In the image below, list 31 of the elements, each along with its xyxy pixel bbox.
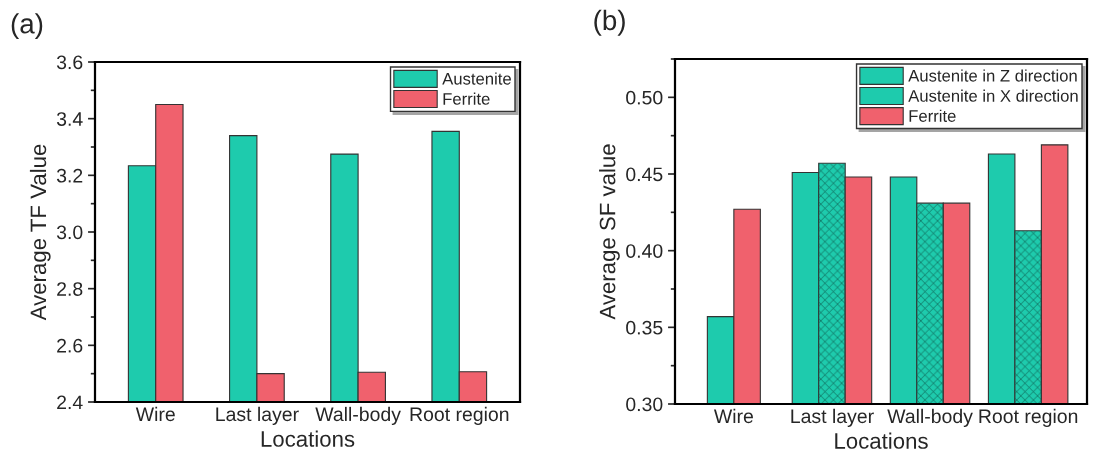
chart-title: (a) bbox=[11, 13, 43, 40]
y-tick-label: 3.4 bbox=[56, 112, 83, 126]
x-tick-label: Wall-body bbox=[315, 406, 401, 425]
legend-label: Austenite in Z direction bbox=[908, 69, 1077, 82]
y-tick-label: 2.6 bbox=[57, 338, 83, 353]
y-tick-label: 3.2 bbox=[56, 168, 83, 183]
y-tick-label: 0.50 bbox=[626, 90, 663, 105]
x-axis-title: Locations bbox=[835, 432, 928, 449]
x-tick-label: Wire bbox=[713, 408, 753, 424]
legend-label: Austenite in X direction bbox=[908, 89, 1078, 102]
y-tick-label: 0.40 bbox=[626, 244, 663, 258]
x-tick-label: Wall-body bbox=[887, 408, 973, 427]
y-tick-label: 3.6 bbox=[56, 55, 83, 70]
legend-label: Ferrite bbox=[909, 109, 956, 122]
x-axis-title: Locations bbox=[261, 430, 355, 447]
x-tick-label: Last layer bbox=[791, 408, 874, 427]
x-tick-label: Root region bbox=[979, 408, 1078, 427]
x-tick-label: Wire bbox=[135, 406, 175, 422]
legend-label: Austenite bbox=[442, 72, 511, 85]
x-tick-label: Last layer bbox=[216, 406, 299, 425]
y-axis-title: Average TF Value bbox=[29, 144, 51, 321]
y-tick-label: 0.35 bbox=[626, 320, 663, 335]
x-tick-label: Root region bbox=[410, 406, 509, 425]
y-tick-label: 0.45 bbox=[626, 167, 663, 182]
legend-label: Ferrite bbox=[443, 92, 490, 105]
y-axis-title: Average SF value bbox=[599, 144, 620, 320]
y-tick-label: 2.8 bbox=[57, 282, 83, 296]
chart-title: (b) bbox=[594, 9, 625, 36]
y-tick-label: 0.30 bbox=[626, 397, 663, 412]
y-tick-label: 2.4 bbox=[57, 395, 83, 410]
y-tick-label: 3.0 bbox=[56, 225, 83, 240]
